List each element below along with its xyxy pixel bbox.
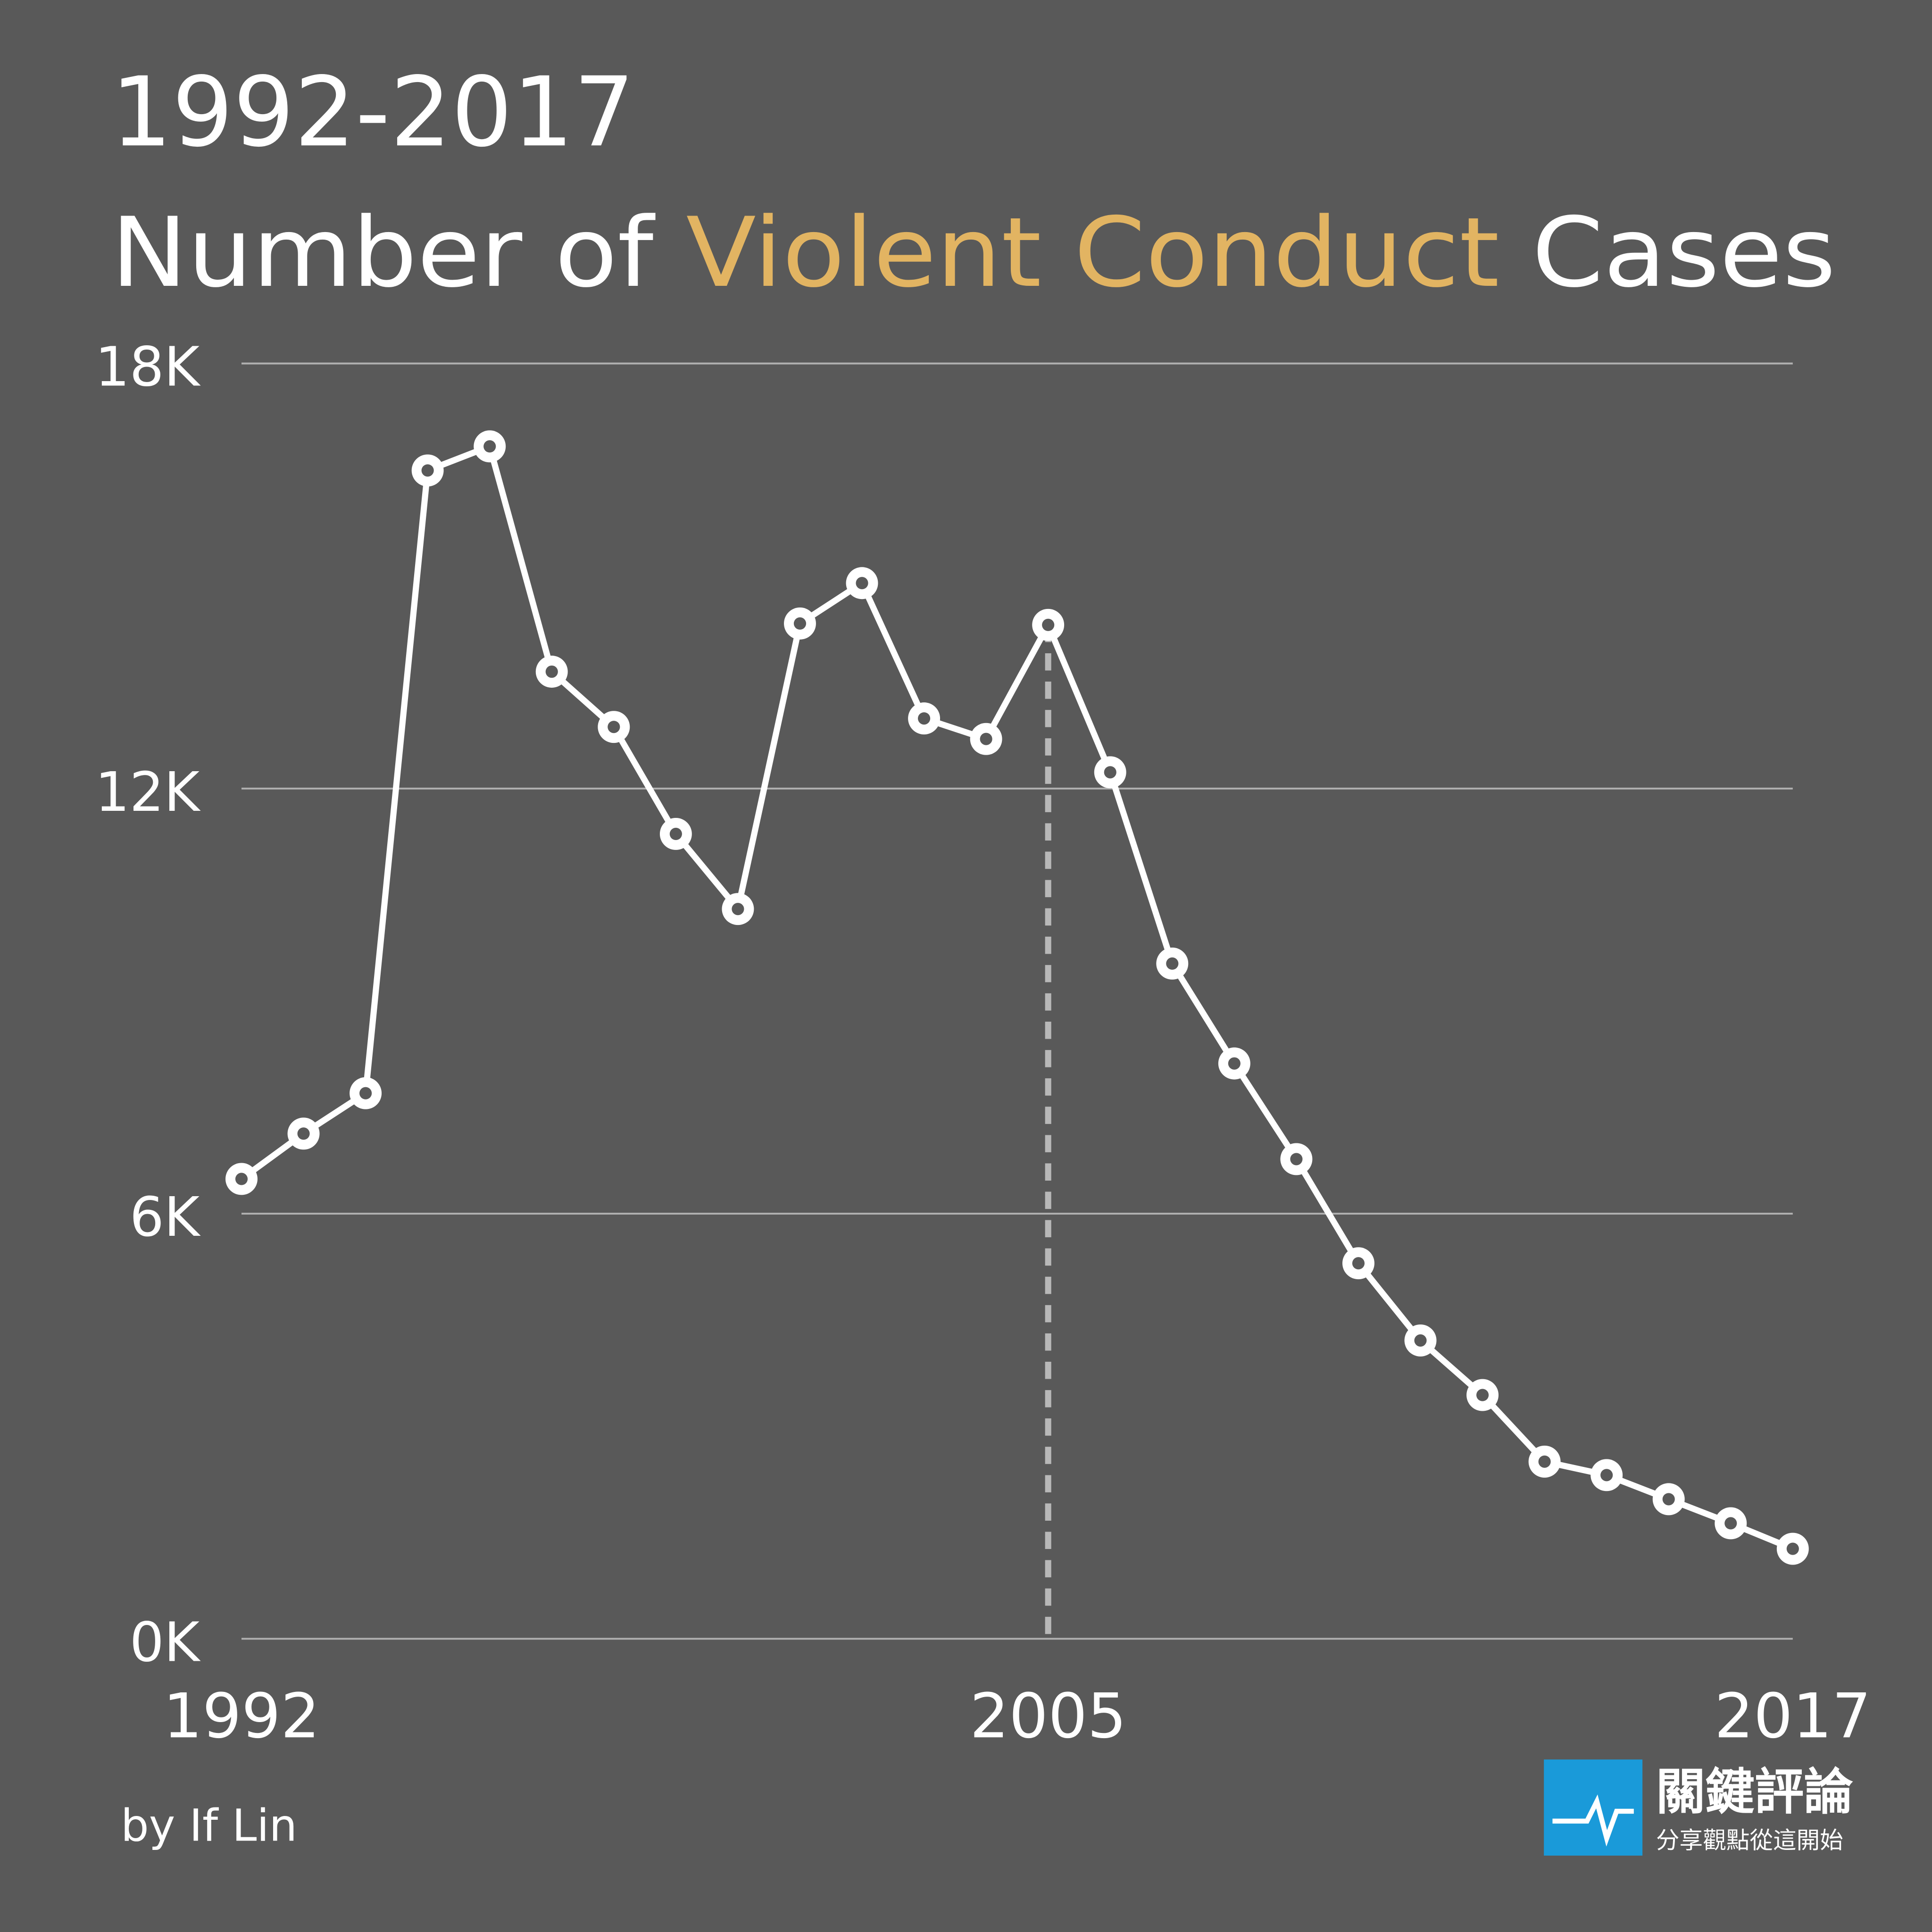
- y-tick-label: 12K: [95, 761, 201, 824]
- data-point-center: [669, 827, 682, 841]
- x-tick-label: 2017: [1715, 1680, 1871, 1752]
- data-point-center: [1166, 957, 1179, 970]
- data-point-center: [856, 577, 868, 590]
- plot: 0K 6K 12K 18K 1992 2005 2017: [95, 336, 1871, 1752]
- y-tick-label: 18K: [95, 336, 201, 399]
- data-point-center: [980, 733, 992, 745]
- data-point-center: [1538, 1455, 1551, 1468]
- x-tick-label: 2005: [970, 1680, 1126, 1752]
- data-point-center: [297, 1127, 310, 1140]
- chart-title: Number of Violent Conduct Cases: [111, 197, 1836, 309]
- data-point-center: [1724, 1517, 1737, 1530]
- data-point-center: [1414, 1334, 1427, 1347]
- y-tick-label: 6K: [130, 1186, 201, 1249]
- x-tick-label: 1992: [163, 1680, 320, 1752]
- data-point-center: [483, 440, 496, 453]
- data-point-center: [1042, 618, 1055, 631]
- data-point-center: [359, 1087, 372, 1099]
- chart-title-top: 1992-2017: [111, 57, 635, 168]
- data-point-center: [1228, 1057, 1241, 1070]
- data-point-center: [421, 464, 434, 477]
- data-point-center: [1662, 1493, 1675, 1506]
- data-point-center: [1352, 1257, 1365, 1270]
- title-part: Number of: [111, 197, 656, 309]
- title-part: Cases: [1532, 197, 1836, 309]
- title-highlight: Violent Conduct: [686, 197, 1499, 309]
- logo-pulse: [1552, 1794, 1634, 1847]
- data-point-center: [1476, 1389, 1489, 1401]
- logo-tagline: 分享觀點從這開始: [1656, 1826, 1843, 1854]
- logo-name: 關鍵評論: [1656, 1763, 1853, 1821]
- data-point-center: [793, 617, 807, 630]
- data-point-center: [1290, 1153, 1303, 1166]
- data-point-center: [235, 1173, 248, 1185]
- data-point-center: [545, 665, 558, 678]
- data-point-center: [608, 721, 620, 733]
- data-point-center: [1786, 1542, 1799, 1555]
- data-point-center: [1104, 766, 1116, 779]
- y-tick-label: 0K: [130, 1611, 201, 1674]
- data-point-center: [1600, 1469, 1613, 1482]
- credit: by If Lin: [121, 1800, 297, 1852]
- data-point-center: [918, 712, 931, 725]
- data-point-center: [732, 903, 744, 916]
